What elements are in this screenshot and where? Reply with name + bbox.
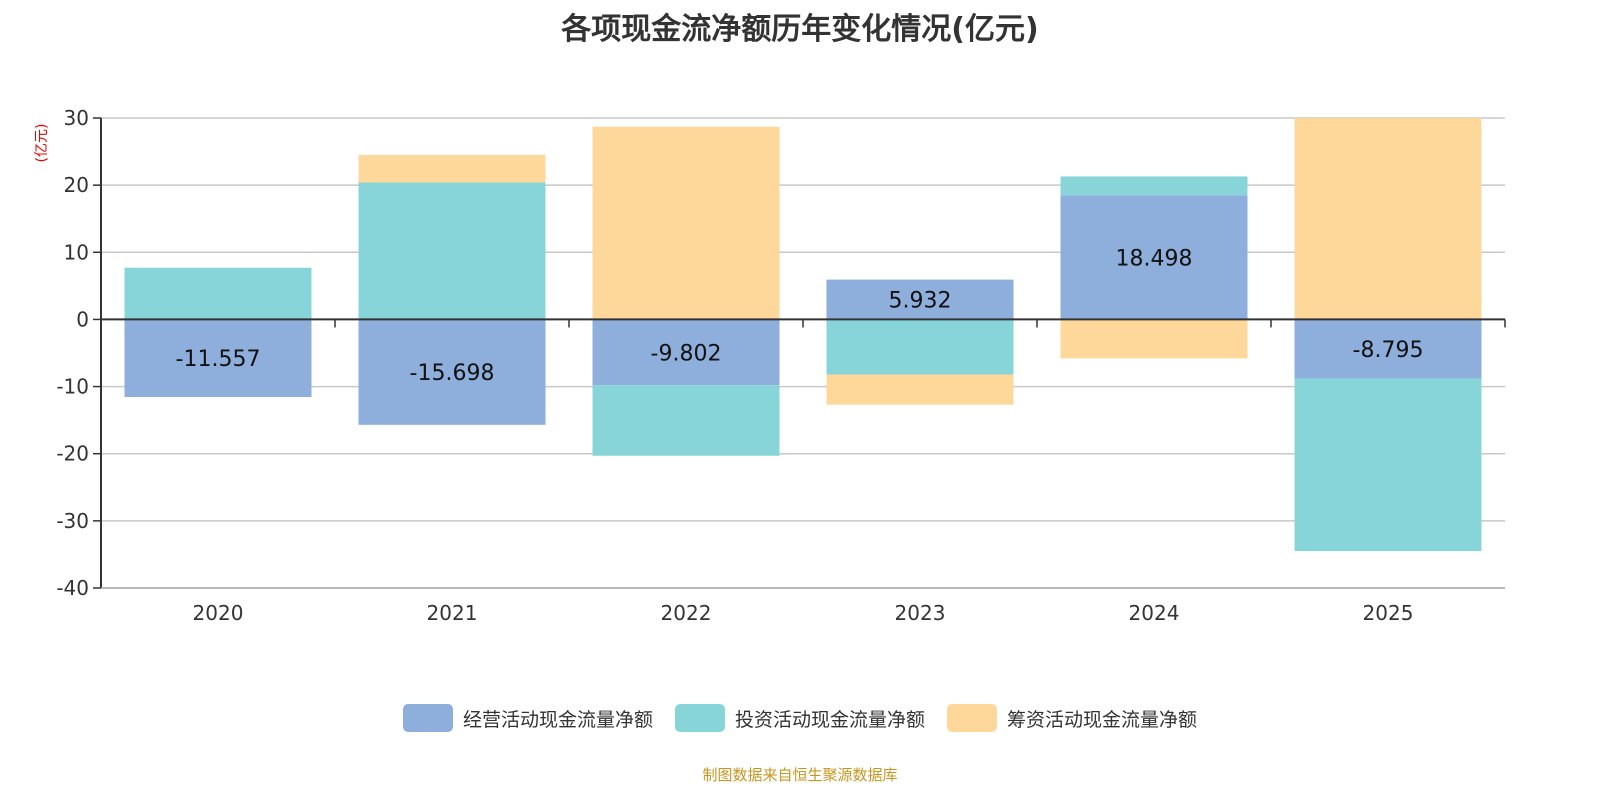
- data-label: -15.698: [410, 361, 495, 386]
- y-tick-label: 10: [64, 240, 89, 264]
- x-tick-label: 2020: [193, 601, 244, 625]
- legend: 经营活动现金流量净额 投资活动现金流量净额 筹资活动现金流量净额: [0, 704, 1600, 732]
- legend-swatch: [674, 704, 725, 732]
- legend-label: 经营活动现金流量净额: [462, 708, 653, 731]
- bar-segment: [1294, 319, 1482, 379]
- legend-swatch: [947, 704, 997, 732]
- data-label: -11.557: [176, 347, 261, 372]
- bar-segment: [826, 319, 1014, 375]
- bar-segment: [826, 279, 1014, 320]
- data-label: 18.498: [1116, 246, 1193, 271]
- x-tick-label: 2023: [895, 601, 946, 625]
- bar-segment: [124, 267, 312, 320]
- bar-segment: [1294, 378, 1482, 552]
- bar-segment: [592, 126, 780, 320]
- legend-label: 投资活动现金流量净额: [734, 708, 925, 731]
- bar-segment: [1060, 176, 1248, 196]
- data-label: -9.802: [651, 341, 722, 366]
- bar-segment: [124, 319, 312, 398]
- bar-segment: [592, 319, 780, 386]
- source-note: 制图数据来自恒生聚源数据库: [702, 766, 898, 784]
- y-tick-label: -10: [56, 375, 89, 399]
- data-label: 5.932: [889, 289, 952, 314]
- bar-segment: [1060, 319, 1248, 359]
- legend-item[interactable]: 经营活动现金流量净额: [402, 704, 653, 732]
- legend-swatch: [402, 704, 453, 732]
- y-tick-label: 20: [64, 173, 89, 197]
- y-tick-label: -40: [56, 576, 89, 600]
- legend-item[interactable]: 投资活动现金流量净额: [674, 704, 925, 732]
- bar-segment: [1294, 118, 1482, 320]
- bar-segment: [826, 374, 1014, 405]
- bar-segment: [1060, 195, 1248, 320]
- bar-segment: [358, 319, 546, 425]
- y-axis-label: (亿元): [34, 124, 50, 163]
- bar-segment: [358, 154, 546, 183]
- y-tick-label: 0: [76, 307, 89, 331]
- chart-title: 各项现金流净额历年变化情况(亿元): [561, 12, 1039, 47]
- bar-segment: [358, 182, 546, 320]
- legend-item[interactable]: 筹资活动现金流量净额: [947, 704, 1197, 732]
- x-tick-label: 2022: [661, 601, 712, 625]
- legend-label: 筹资活动现金流量净额: [1007, 708, 1198, 731]
- x-tick-label: 2021: [427, 601, 478, 625]
- y-tick-label: -20: [56, 442, 89, 466]
- y-tick-label: -30: [56, 509, 89, 533]
- y-tick-label: 30: [64, 106, 89, 130]
- data-label: -8.795: [1353, 338, 1424, 363]
- x-tick-label: 2025: [1363, 601, 1414, 625]
- x-tick-label: 2024: [1129, 601, 1180, 625]
- bar-segment: [592, 385, 780, 456]
